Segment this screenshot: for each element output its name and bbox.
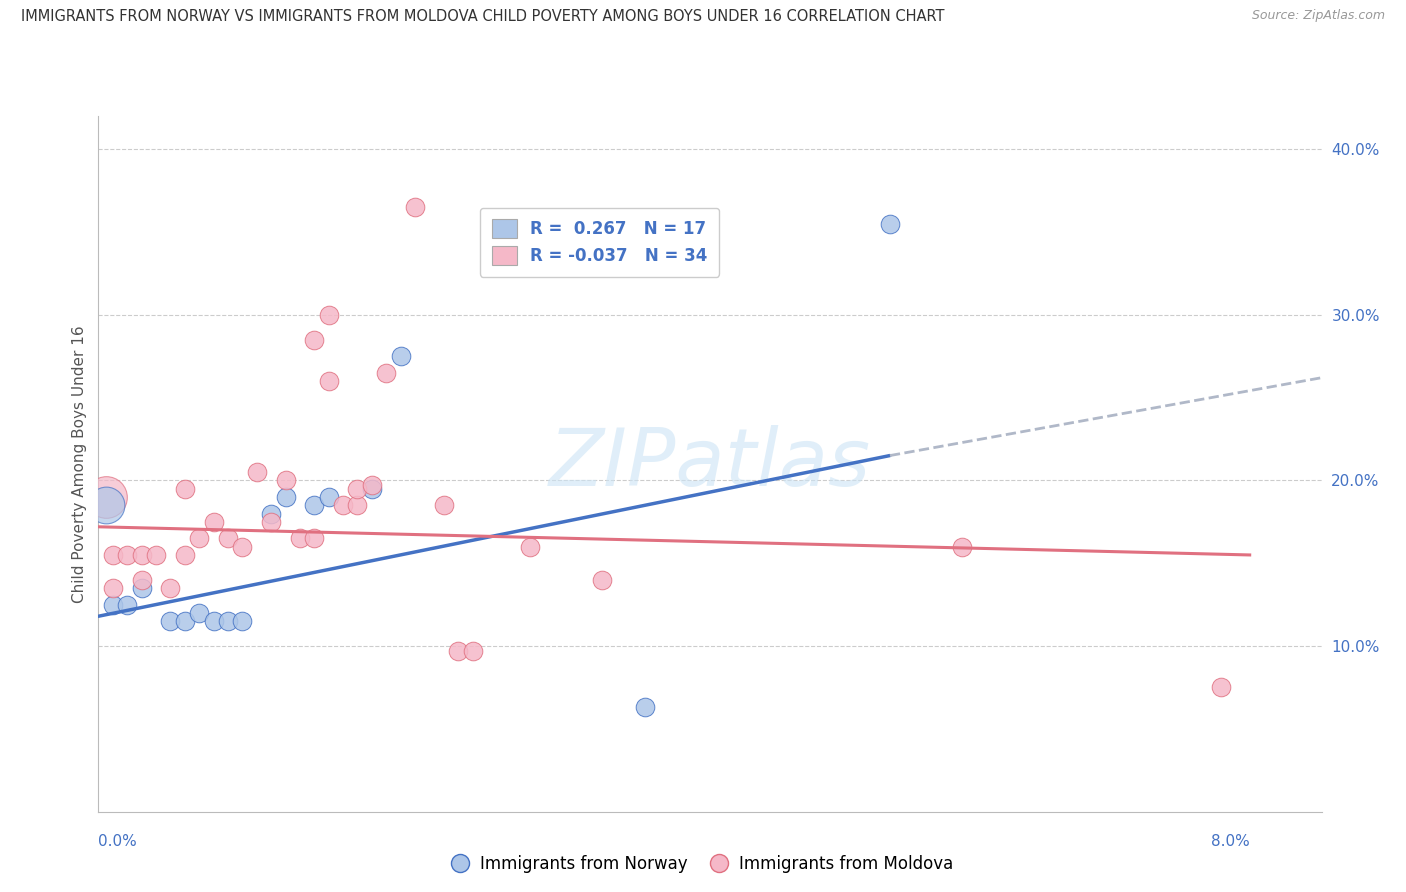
Point — [131, 573, 153, 587]
Point — [318, 308, 340, 322]
Point — [101, 548, 124, 562]
Point — [591, 573, 613, 587]
Point — [115, 548, 138, 562]
Point — [404, 200, 426, 214]
Text: 8.0%: 8.0% — [1211, 834, 1250, 849]
Point — [260, 507, 283, 521]
Legend: R =  0.267   N = 17, R = -0.037   N = 34: R = 0.267 N = 17, R = -0.037 N = 34 — [479, 208, 718, 277]
Point — [94, 498, 117, 512]
Point — [447, 644, 470, 658]
Point — [304, 498, 326, 512]
Text: IMMIGRANTS FROM NORWAY VS IMMIGRANTS FROM MOLDOVA CHILD POVERTY AMONG BOYS UNDER: IMMIGRANTS FROM NORWAY VS IMMIGRANTS FRO… — [21, 9, 945, 24]
Point — [433, 498, 456, 512]
Point — [131, 548, 153, 562]
Point — [461, 644, 484, 658]
Point — [173, 614, 195, 628]
Point — [332, 498, 354, 512]
Point — [101, 598, 124, 612]
Point — [173, 482, 195, 496]
Point — [260, 515, 283, 529]
Point — [879, 217, 901, 231]
Point — [304, 532, 326, 546]
Point — [274, 490, 297, 504]
Legend: Immigrants from Norway, Immigrants from Moldova: Immigrants from Norway, Immigrants from … — [446, 848, 960, 880]
Point — [288, 532, 311, 546]
Point — [231, 614, 253, 628]
Point — [145, 548, 167, 562]
Point — [115, 598, 138, 612]
Point — [94, 490, 117, 504]
Point — [389, 349, 412, 363]
Point — [1209, 681, 1232, 695]
Point — [101, 581, 124, 595]
Point — [360, 482, 382, 496]
Point — [231, 540, 253, 554]
Text: 0.0%: 0.0% — [98, 834, 138, 849]
Point — [519, 540, 541, 554]
Point — [634, 700, 657, 714]
Text: ZIPatlas: ZIPatlas — [548, 425, 872, 503]
Point — [159, 581, 181, 595]
Point — [173, 548, 195, 562]
Point — [318, 490, 340, 504]
Point — [950, 540, 973, 554]
Point — [304, 333, 326, 347]
Point — [274, 474, 297, 488]
Point — [202, 515, 225, 529]
Point — [188, 606, 211, 620]
Point — [318, 374, 340, 388]
Point — [346, 482, 368, 496]
Point — [202, 614, 225, 628]
Point — [360, 478, 382, 492]
Point — [246, 465, 269, 479]
Point — [159, 614, 181, 628]
Point — [217, 614, 239, 628]
Point — [131, 581, 153, 595]
Y-axis label: Child Poverty Among Boys Under 16: Child Poverty Among Boys Under 16 — [72, 325, 87, 603]
Text: Source: ZipAtlas.com: Source: ZipAtlas.com — [1251, 9, 1385, 22]
Point — [346, 498, 368, 512]
Point — [375, 366, 398, 380]
Point — [188, 532, 211, 546]
Point — [217, 532, 239, 546]
